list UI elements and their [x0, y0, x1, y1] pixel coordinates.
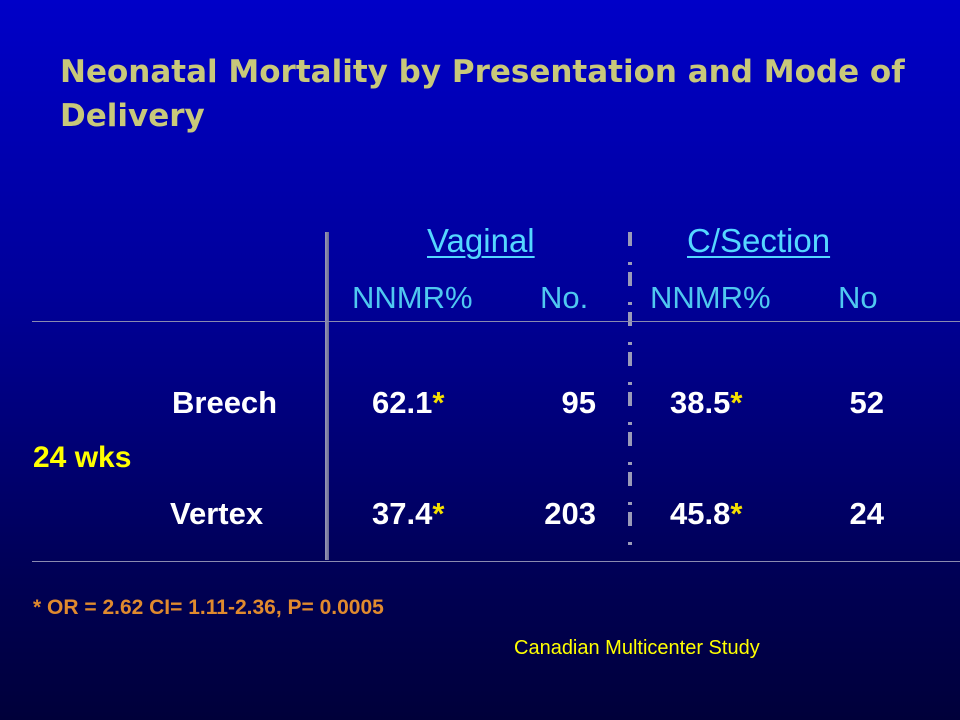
header-rule — [32, 321, 960, 322]
table-cell-vertex-csection-count: 24 — [849, 496, 884, 531]
significance-marker: * — [432, 385, 445, 420]
column-divider-dashed — [628, 232, 632, 546]
gestation-group-label: 24 wks — [33, 441, 132, 474]
significance-marker: * — [730, 385, 743, 420]
significance-marker: * — [432, 496, 445, 531]
table-cell-vertex-vaginal-count: 203 — [544, 496, 596, 531]
statistics-footnote: * OR = 2.62 CI= 1.11-2.36, P= 0.0005 — [33, 596, 384, 619]
table-cell-breech-vaginal-count: 95 — [561, 385, 596, 420]
row-label-breech: Breech — [172, 385, 278, 420]
table-cell-breech-vaginal-nnmr: 62.1* — [372, 385, 445, 420]
slide-title: Neonatal Mortality by Presentation and M… — [60, 54, 905, 134]
table-cell-breech-csection-count: 52 — [849, 385, 884, 420]
source-citation: Canadian Multicenter Study — [514, 637, 760, 659]
table-cell-vertex-csection-nnmr: 45.8* — [670, 496, 743, 531]
vaginal-column-heading: Vaginal — [427, 222, 535, 259]
column-divider-solid — [325, 232, 329, 560]
footer-rule — [32, 561, 960, 562]
table-cell-vertex-vaginal-nnmr: 37.4* — [372, 496, 445, 531]
table-cell-breech-csection-nnmr: 38.5* — [670, 385, 743, 420]
vaginal-count-header: No. — [540, 280, 589, 315]
csection-count-header: No — [838, 280, 878, 315]
csection-nnmr-header: NNMR% — [650, 280, 771, 315]
vaginal-nnmr-header: NNMR% — [352, 280, 473, 315]
row-label-vertex: Vertex — [170, 496, 264, 531]
significance-marker: * — [730, 496, 743, 531]
csection-column-heading: C/Section — [687, 222, 831, 259]
